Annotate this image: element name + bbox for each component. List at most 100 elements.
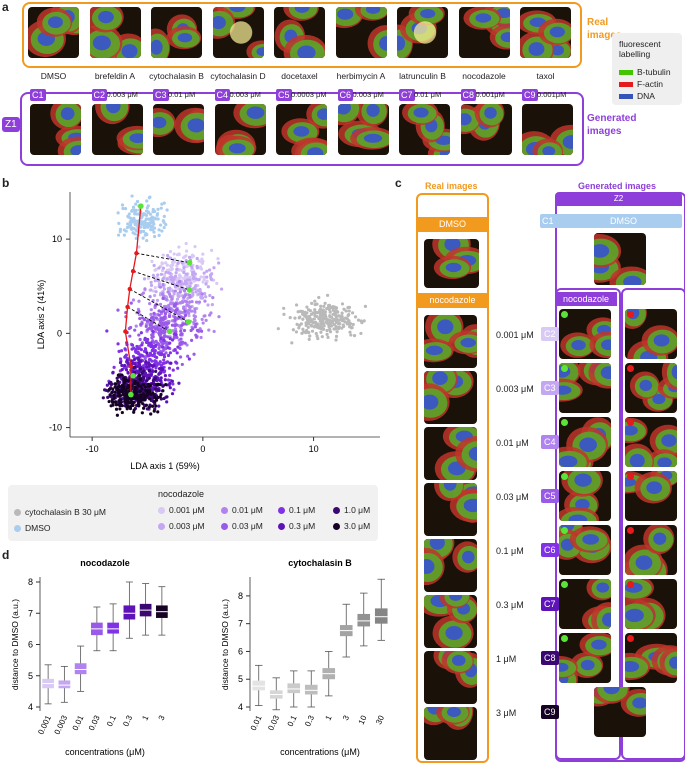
data-point (142, 349, 147, 353)
data-point (356, 318, 361, 322)
data-point (151, 273, 155, 277)
data-point (157, 228, 161, 232)
data-point (133, 328, 137, 332)
data-point (176, 291, 180, 296)
data-point (180, 261, 184, 265)
data-point (118, 361, 123, 365)
legend-dot (221, 523, 228, 531)
data-point (326, 322, 330, 326)
data-point (142, 277, 147, 281)
legend-dot (158, 523, 165, 531)
data-point (176, 345, 180, 349)
data-point (131, 217, 135, 221)
data-point (180, 300, 185, 304)
data-point (116, 373, 120, 377)
data-point (210, 278, 214, 282)
dose-tag: C8 (541, 651, 559, 665)
path-node (128, 364, 134, 369)
data-point (136, 212, 141, 216)
data-point (154, 316, 158, 320)
condition-tag: C1 (30, 89, 46, 101)
data-point (150, 259, 154, 264)
data-point (211, 296, 215, 300)
data-point (136, 381, 140, 385)
generated-image-1 (30, 104, 81, 155)
data-point (325, 317, 329, 322)
data-point (313, 310, 318, 314)
dose-tag: C3 (541, 381, 559, 395)
data-point (178, 310, 183, 314)
data-point (320, 310, 324, 314)
data-point (188, 300, 192, 304)
x-tick-label: 10 (309, 444, 319, 454)
data-point (138, 367, 143, 371)
x-axis-label: concentrations (μM) (65, 747, 145, 757)
condition-dose: 0.003 μM (352, 90, 384, 99)
data-point (153, 216, 157, 220)
y-tick-label: 5 (28, 671, 33, 681)
legend-dot (158, 507, 165, 515)
condition-dose: 0.003 μM (229, 90, 261, 99)
generated-right-image-5 (625, 525, 677, 575)
legend-entry-label: 0.001 μM (169, 505, 205, 515)
data-point (175, 335, 179, 340)
data-point (319, 313, 323, 318)
data-point (141, 212, 145, 216)
data-point (207, 268, 212, 272)
data-point (151, 335, 155, 339)
treatment-label: cytochalasin B (149, 71, 204, 81)
x-tick-label: 0 (200, 444, 205, 454)
data-point (191, 293, 195, 297)
data-point (146, 341, 150, 345)
data-point (182, 328, 187, 333)
condition-dose: 0.001μM (537, 90, 567, 99)
data-point (162, 225, 166, 230)
generated-image-5 (276, 104, 327, 155)
data-point (145, 221, 150, 226)
data-point (343, 320, 347, 324)
data-point (164, 270, 168, 274)
data-point (154, 329, 158, 334)
data-point (362, 319, 366, 323)
data-point (306, 325, 310, 329)
data-point (209, 273, 213, 277)
data-point (178, 290, 182, 294)
data-point (307, 337, 311, 341)
data-point (129, 220, 133, 224)
data-point (168, 351, 172, 355)
data-point (212, 266, 216, 270)
data-point (175, 267, 179, 271)
real-nocodazole-image-3 (424, 427, 477, 480)
generated-left-image-7 (559, 633, 611, 683)
data-point (136, 402, 140, 406)
data-point (175, 308, 179, 312)
data-point (143, 220, 147, 225)
data-point (178, 301, 182, 305)
data-point (162, 309, 166, 313)
data-point (154, 359, 158, 364)
data-point (305, 305, 309, 309)
data-point (164, 361, 168, 365)
data-point (160, 202, 164, 206)
data-point (159, 223, 163, 227)
data-point (155, 387, 159, 391)
marker-dot (627, 419, 634, 426)
x-tick-label: 0.01 (249, 714, 264, 732)
data-point (297, 326, 301, 330)
data-point (142, 394, 147, 398)
data-point (148, 195, 152, 199)
data-point (126, 404, 130, 409)
data-point (339, 316, 343, 321)
legend-entry-label: 0.3 μM (289, 521, 316, 531)
data-point (163, 378, 167, 382)
data-point (180, 332, 184, 336)
data-point (159, 378, 163, 382)
box (287, 670, 301, 708)
data-point (190, 299, 194, 304)
condition-tag: C3 (153, 89, 169, 101)
data-point (166, 253, 170, 258)
data-point (133, 208, 137, 212)
condition-tag: C2 (91, 89, 108, 101)
data-point (200, 292, 204, 296)
data-point (120, 203, 125, 207)
